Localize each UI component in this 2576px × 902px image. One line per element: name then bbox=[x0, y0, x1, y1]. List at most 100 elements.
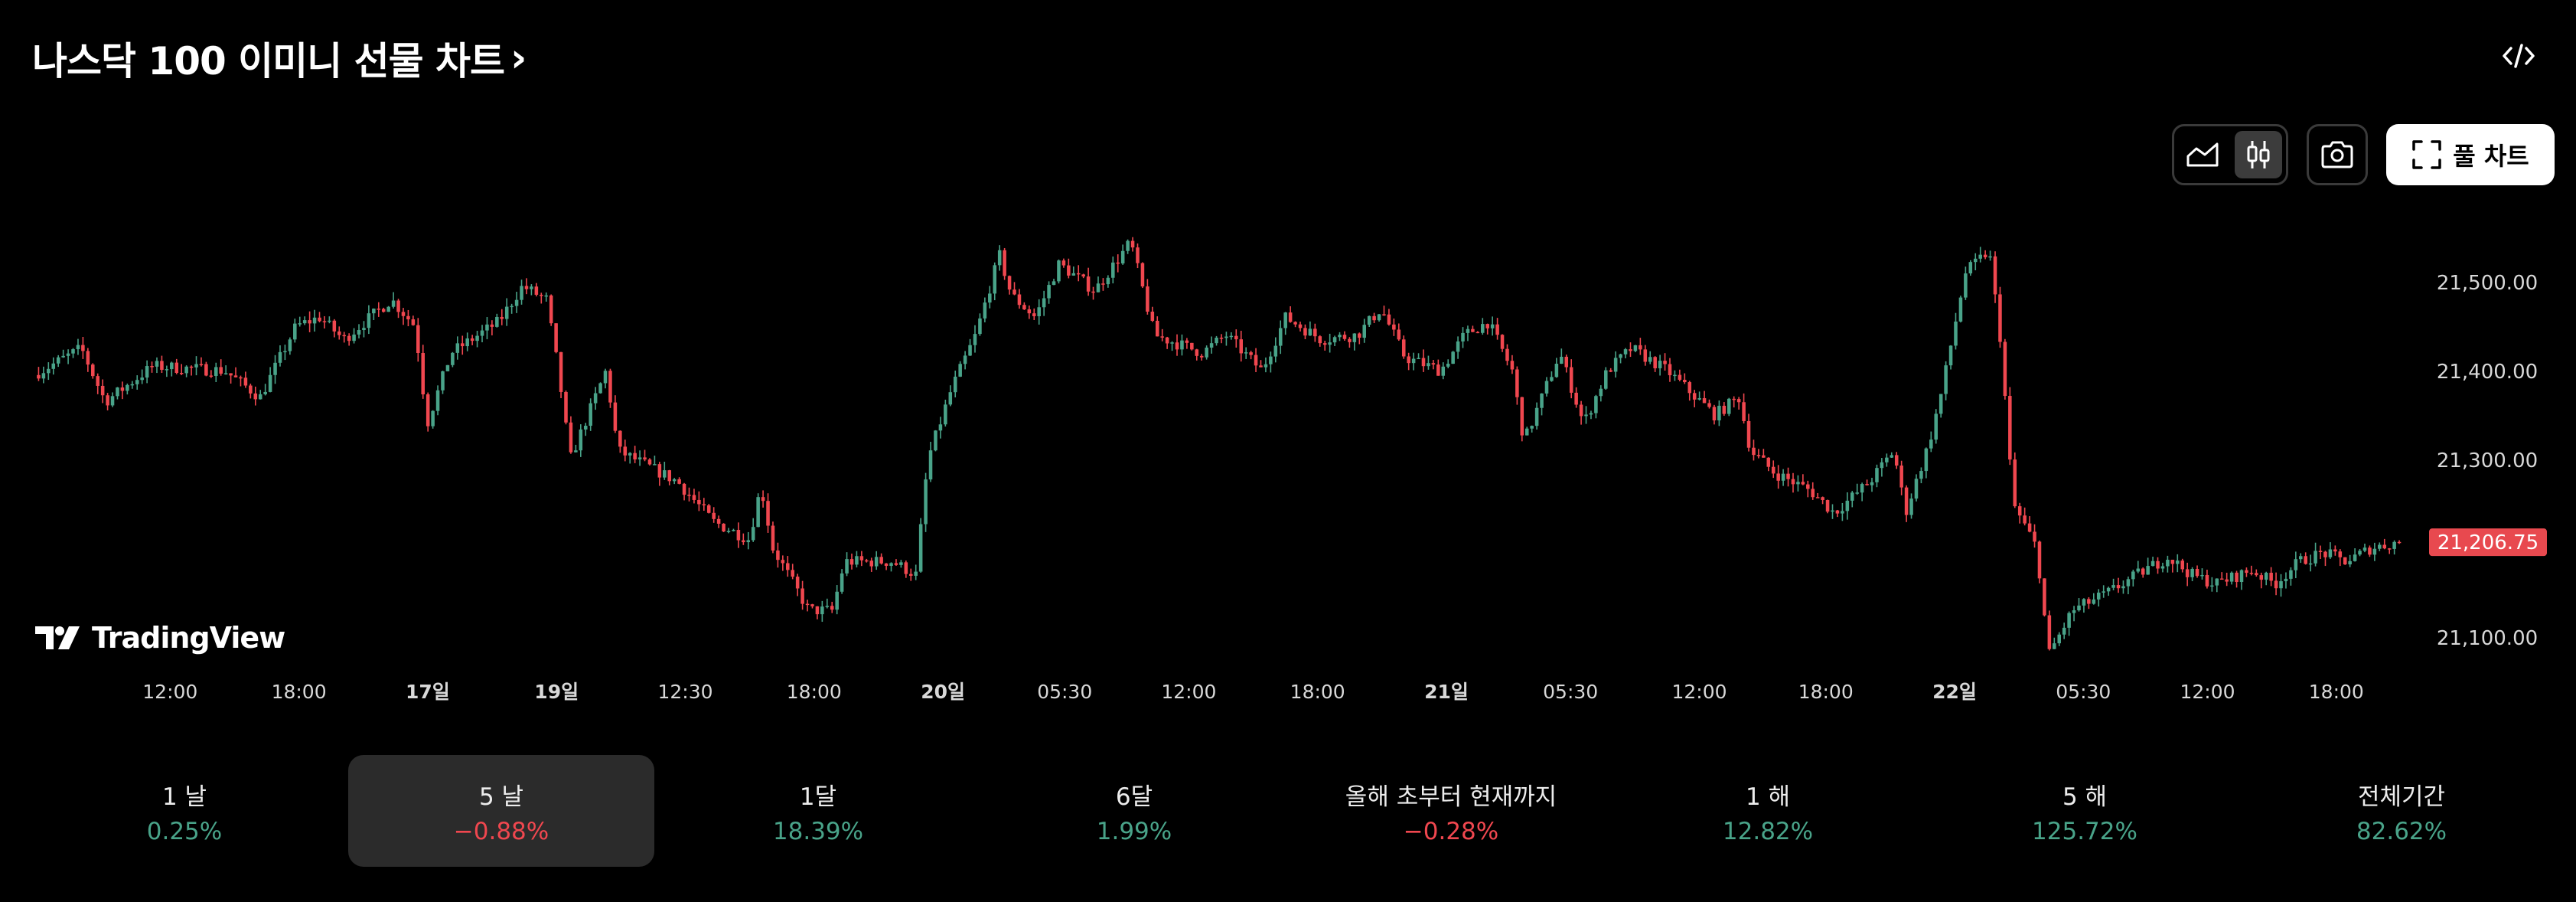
candle-body bbox=[633, 453, 637, 459]
candle-body bbox=[2348, 560, 2352, 565]
candle-body bbox=[702, 504, 706, 506]
candle-body bbox=[874, 557, 879, 567]
candle bbox=[855, 551, 859, 568]
candle bbox=[1175, 334, 1179, 356]
area-chart-button[interactable] bbox=[2179, 131, 2226, 178]
candle bbox=[993, 262, 997, 301]
candle bbox=[840, 569, 844, 594]
candle-body bbox=[2195, 569, 2199, 577]
candle-body bbox=[618, 430, 622, 447]
candle-body bbox=[1283, 312, 1287, 328]
price-chart[interactable]: 21,500.00 21,400.00 21,300.00 21,100.00 12:… bbox=[0, 207, 2576, 712]
candle bbox=[1554, 358, 1559, 378]
period-button[interactable]: 전체기간 82.62% bbox=[2248, 755, 2555, 867]
candle bbox=[1584, 406, 1588, 424]
embed-code-button[interactable] bbox=[2498, 37, 2539, 75]
period-button[interactable]: 5 해 125.72% bbox=[1932, 755, 2238, 867]
period-change: −0.28% bbox=[1403, 817, 1499, 845]
candle-body bbox=[682, 483, 686, 495]
candle-body bbox=[1067, 265, 1071, 276]
period-button[interactable]: 1 해 12.82% bbox=[1615, 755, 1921, 867]
candle bbox=[1081, 273, 1085, 279]
candle bbox=[1815, 492, 1820, 498]
period-button[interactable]: 5 날 −0.88% bbox=[348, 755, 654, 867]
period-button[interactable]: 올해 초부터 현재까지 −0.28% bbox=[1298, 755, 1604, 867]
candle-body bbox=[894, 563, 898, 565]
candle-body bbox=[613, 402, 618, 431]
candle-body bbox=[372, 309, 376, 314]
candle-body bbox=[2185, 569, 2190, 577]
candle-body bbox=[2166, 560, 2170, 567]
candlestick-chart-button[interactable] bbox=[2234, 131, 2282, 178]
candle bbox=[1101, 278, 1105, 291]
screenshot-button[interactable] bbox=[2307, 124, 2368, 185]
candle bbox=[2343, 557, 2347, 565]
candle bbox=[2136, 560, 2141, 574]
candle bbox=[504, 298, 509, 326]
candle bbox=[1057, 259, 1061, 284]
candle bbox=[110, 392, 115, 407]
candle bbox=[1027, 306, 1032, 319]
candle bbox=[1904, 485, 1909, 522]
candle bbox=[362, 321, 366, 338]
candle bbox=[514, 292, 519, 313]
candle bbox=[1086, 267, 1091, 296]
candle bbox=[914, 564, 918, 580]
candle-body bbox=[76, 345, 80, 350]
candle bbox=[1116, 254, 1120, 273]
candle bbox=[1717, 400, 1721, 426]
candle-body bbox=[2146, 566, 2150, 575]
candle bbox=[1515, 366, 1519, 405]
candle bbox=[928, 441, 933, 482]
candle-body bbox=[918, 524, 923, 572]
candle bbox=[1510, 355, 1515, 374]
candle-body bbox=[934, 430, 937, 451]
candle bbox=[1500, 334, 1505, 352]
candle bbox=[899, 560, 903, 568]
candle bbox=[776, 542, 780, 568]
candle-body bbox=[647, 459, 652, 465]
candle-body bbox=[1209, 343, 1214, 348]
candle bbox=[1633, 345, 1638, 352]
candle-body bbox=[2003, 342, 2007, 397]
candle-body bbox=[761, 497, 765, 502]
period-button[interactable]: 1달 18.39% bbox=[665, 755, 971, 867]
candle bbox=[312, 309, 317, 332]
candle-body bbox=[825, 606, 830, 607]
page-title-link[interactable]: 나스닥 100 이미니 선물 차트 › bbox=[32, 31, 527, 86]
full-chart-button[interactable]: 풀 차트 bbox=[2386, 124, 2555, 185]
candle-body bbox=[150, 366, 154, 368]
candle-body bbox=[2219, 578, 2224, 580]
candle-body bbox=[312, 317, 317, 324]
candle bbox=[1407, 352, 1410, 371]
candle bbox=[1673, 370, 1677, 381]
candle-body bbox=[2333, 549, 2337, 552]
candle bbox=[243, 371, 248, 388]
candle-body bbox=[1165, 337, 1169, 344]
period-button[interactable]: 6달 1.99% bbox=[981, 755, 1287, 867]
candle bbox=[1707, 399, 1711, 409]
candle bbox=[1392, 318, 1396, 336]
candle-body bbox=[1332, 337, 1337, 343]
candle-body bbox=[352, 334, 356, 342]
candle-body bbox=[1490, 324, 1495, 328]
candle-body bbox=[549, 295, 553, 324]
candle-body bbox=[1106, 277, 1110, 285]
candle bbox=[1944, 361, 1948, 400]
x-tick-label: 12:30 bbox=[657, 681, 712, 703]
candle bbox=[465, 332, 469, 351]
candle bbox=[179, 364, 184, 375]
period-button[interactable]: 1 날 0.25% bbox=[31, 755, 337, 867]
candle-body bbox=[1875, 468, 1879, 482]
candle bbox=[732, 528, 735, 532]
candle-body bbox=[1998, 294, 2002, 342]
candle-body bbox=[1352, 333, 1357, 342]
candle bbox=[628, 452, 632, 464]
period-label: 전체기간 bbox=[2357, 783, 2446, 811]
candle-body bbox=[865, 560, 869, 562]
candle-body bbox=[569, 422, 573, 453]
candle bbox=[559, 351, 563, 398]
candle-body bbox=[391, 300, 396, 307]
candle bbox=[849, 553, 854, 570]
candle-body bbox=[510, 306, 514, 308]
